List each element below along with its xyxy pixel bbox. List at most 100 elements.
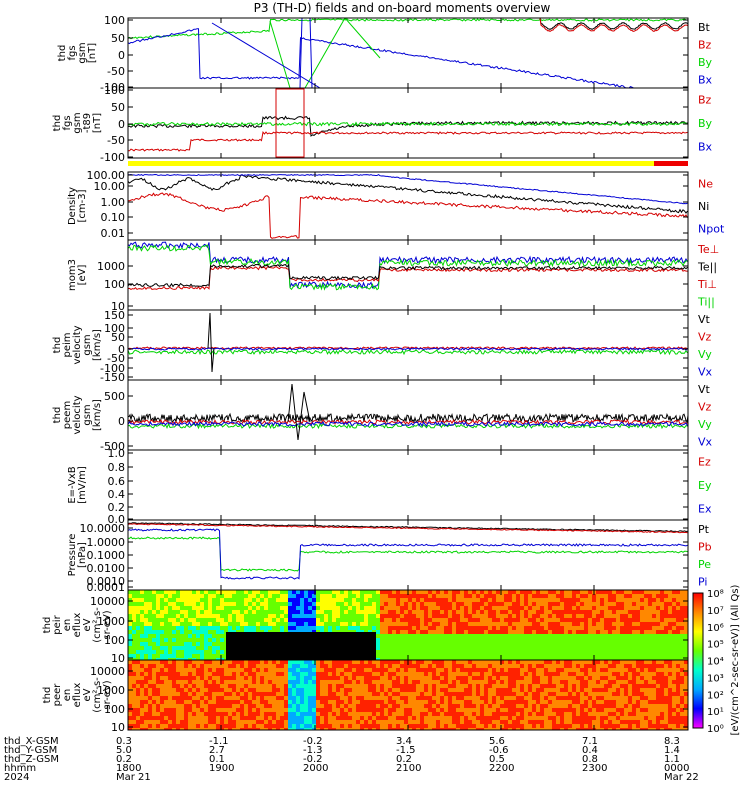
spectrogram-cell bbox=[444, 684, 448, 688]
spectrogram-cell bbox=[208, 704, 212, 708]
spectrogram-cell bbox=[668, 590, 672, 594]
y-axis-label: thd bbox=[52, 115, 63, 132]
spectrogram-cell bbox=[176, 654, 180, 658]
spectrogram-cell bbox=[428, 684, 432, 688]
spectrogram-cell bbox=[172, 630, 176, 634]
spectrogram-cell bbox=[192, 606, 196, 610]
spectrogram-cell bbox=[292, 606, 296, 610]
spectrogram-cell bbox=[204, 720, 208, 724]
spectrogram-cell bbox=[540, 664, 544, 668]
spectrogram-cell bbox=[500, 668, 504, 672]
spectrogram-cell bbox=[408, 692, 412, 696]
spectrogram-cell bbox=[592, 634, 596, 638]
spectrogram-cell bbox=[236, 610, 240, 614]
spectrogram-cell bbox=[584, 634, 588, 638]
spectrogram-cell bbox=[444, 618, 448, 622]
spectrogram-cell bbox=[192, 672, 196, 676]
spectrogram-cell bbox=[452, 658, 456, 660]
legend-item: Vy bbox=[698, 418, 712, 431]
spectrogram-cell bbox=[392, 688, 396, 692]
spectrogram-cell bbox=[416, 684, 420, 688]
spectrogram-cell bbox=[368, 668, 372, 672]
spectrogram-cell bbox=[308, 622, 312, 626]
spectrogram-cell bbox=[204, 606, 208, 610]
spectrogram-cell bbox=[256, 626, 260, 630]
spectrogram-cell bbox=[552, 700, 556, 704]
spectrogram-cell bbox=[624, 654, 628, 658]
spectrogram-cell bbox=[460, 626, 464, 630]
spectrogram-cell bbox=[432, 638, 436, 642]
spectrogram-cell bbox=[272, 720, 276, 724]
spectrogram-cell bbox=[496, 610, 500, 614]
spectrogram-cell bbox=[212, 654, 216, 658]
spectrogram-cell bbox=[468, 626, 472, 630]
spectrogram-cell bbox=[276, 668, 280, 672]
spectrogram-cell bbox=[680, 638, 684, 642]
spectrogram-cell bbox=[676, 606, 680, 610]
spectrogram-cell bbox=[168, 654, 172, 658]
spectrogram-cell bbox=[204, 626, 208, 630]
spectrogram-cell bbox=[196, 680, 200, 684]
spectrogram-cell bbox=[268, 672, 272, 676]
spectrogram-cell bbox=[540, 672, 544, 676]
spectrogram-cell bbox=[384, 614, 388, 618]
spectrogram-cell bbox=[168, 626, 172, 630]
spectrogram-cell bbox=[384, 626, 388, 630]
spectrogram-cell bbox=[448, 700, 452, 704]
spectrogram-cell bbox=[372, 680, 376, 684]
spectrogram-cell bbox=[432, 680, 436, 684]
spectrogram-cell bbox=[440, 646, 444, 650]
spectrogram-cell bbox=[452, 688, 456, 692]
spectrogram-cell bbox=[576, 692, 580, 696]
spectrogram-cell bbox=[680, 606, 684, 610]
spectrogram-cell bbox=[156, 708, 160, 712]
spectrogram-cell bbox=[428, 720, 432, 724]
spectrogram-cell bbox=[328, 598, 332, 602]
spectrogram-cell bbox=[652, 638, 656, 642]
spectrogram-cell bbox=[228, 614, 232, 618]
spectrogram-cell bbox=[460, 708, 464, 712]
spectrogram-cell bbox=[516, 618, 520, 622]
spectrogram-cell bbox=[404, 712, 408, 716]
spectrogram-cell bbox=[408, 728, 412, 730]
spectrogram-cell bbox=[428, 712, 432, 716]
spectrogram-cell bbox=[496, 660, 500, 664]
spectrogram-cell bbox=[344, 688, 348, 692]
spectrogram-cell bbox=[364, 602, 368, 606]
spectrogram-cell bbox=[232, 594, 236, 598]
spectrogram-cell bbox=[608, 650, 612, 654]
spectrogram-cell bbox=[220, 700, 224, 704]
spectrogram-cell bbox=[216, 664, 220, 668]
spectrogram-cell bbox=[508, 692, 512, 696]
spectrogram-cell bbox=[300, 606, 304, 610]
spectrogram-cell bbox=[500, 606, 504, 610]
spectrogram-cell bbox=[360, 606, 364, 610]
spectrogram-cell bbox=[508, 676, 512, 680]
spectrogram-cell bbox=[632, 654, 636, 658]
spectrogram-cell bbox=[216, 684, 220, 688]
spectrogram-cell bbox=[632, 646, 636, 650]
spectrogram-cell bbox=[556, 650, 560, 654]
spectrogram-cell bbox=[632, 594, 636, 598]
spectrogram-cell bbox=[492, 598, 496, 602]
spectrogram-cell bbox=[580, 634, 584, 638]
spectrogram-cell bbox=[184, 642, 188, 646]
spectrogram-cell bbox=[240, 664, 244, 668]
spectrogram-cell bbox=[156, 672, 160, 676]
spectrogram-cell bbox=[144, 664, 148, 668]
spectrogram-cell bbox=[436, 606, 440, 610]
spectrogram-cell bbox=[596, 658, 600, 660]
spectrogram-cell bbox=[484, 622, 488, 626]
spectrogram-cell bbox=[276, 712, 280, 716]
spectrogram-cell bbox=[632, 614, 636, 618]
spectrogram-cell bbox=[448, 630, 452, 634]
spectrogram-cell bbox=[368, 606, 372, 610]
plot-title: P3 (TH-D) fields and on-board moments ov… bbox=[254, 1, 551, 15]
spectrogram-cell bbox=[248, 696, 252, 700]
spectrogram-cell bbox=[400, 598, 404, 602]
spectrogram-cell bbox=[540, 638, 544, 642]
spectrogram-cell bbox=[516, 708, 520, 712]
spectrogram-cell bbox=[360, 610, 364, 614]
spectrogram-cell bbox=[428, 700, 432, 704]
spectrogram-cell bbox=[336, 664, 340, 668]
